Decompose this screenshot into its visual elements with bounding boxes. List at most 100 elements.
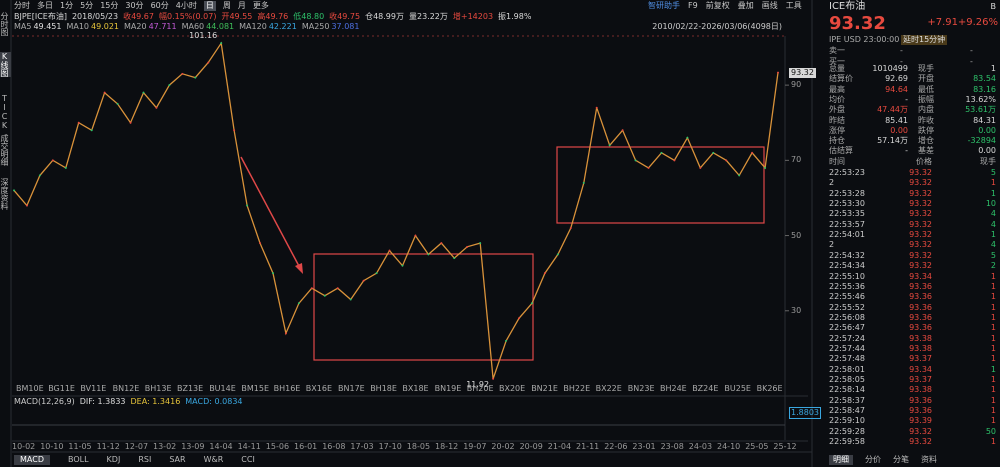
period-tab[interactable]: 15分 <box>100 1 119 10</box>
stat-value: 94.64 <box>885 84 908 94</box>
trade-qty: 1 <box>990 188 996 198</box>
date-label: 14-04 <box>209 442 233 451</box>
price-tag: 93.32 <box>789 67 816 78</box>
stat-value: 1010499 <box>872 64 908 73</box>
book-label: 卖一 <box>829 46 845 55</box>
contract-label: BN17E <box>338 384 365 393</box>
side-tab[interactable]: 深度资料 <box>0 178 9 210</box>
date-label: 22-06 <box>604 442 628 451</box>
trade-qty: 1 <box>990 271 996 281</box>
trade-qty: 4 <box>990 240 996 250</box>
indicator-tab[interactable]: SAR <box>169 455 186 464</box>
tool-button[interactable]: 叠加 <box>737 1 754 10</box>
period-tab[interactable]: 月 <box>237 1 246 10</box>
tool-button[interactable]: 前复权 <box>705 1 730 10</box>
trade-qty: 1 <box>990 292 996 302</box>
stat-value: 47.44万 <box>877 105 908 115</box>
price-point <box>543 272 546 275</box>
ma-name: MA60 <box>181 22 205 31</box>
ma-value: 49.451 <box>33 22 62 31</box>
date-label: 13-02 <box>153 442 177 451</box>
stat-value: - <box>905 146 908 156</box>
period-tab[interactable]: 30分 <box>125 1 144 10</box>
trade-time: 22:59:58 <box>829 437 865 447</box>
trade-time: 22:54:01 <box>829 230 865 240</box>
date-label: 10-02 <box>12 442 36 451</box>
price-point <box>725 159 728 162</box>
stat-label: 现手 <box>918 64 934 73</box>
indicator-tab[interactable]: MACD <box>14 455 50 465</box>
trade-time: 22:54:34 <box>829 261 865 271</box>
trade-price: 93.38 <box>909 333 932 343</box>
tool-button[interactable]: 画线 <box>761 1 778 10</box>
stat-label: 最高 <box>829 84 845 94</box>
stat-label: 估结算 <box>829 146 853 156</box>
price-point <box>479 242 482 245</box>
price-point <box>349 298 352 301</box>
trade-price: 93.32 <box>909 240 932 250</box>
price-point <box>608 144 611 147</box>
trade-time: 2 <box>829 178 835 188</box>
period-tab[interactable]: 更多 <box>252 1 269 10</box>
price-point <box>738 174 741 177</box>
info-item: 收49.67 <box>123 12 154 21</box>
indicator-tab[interactable]: RSI <box>138 455 152 464</box>
trade-qty: 2 <box>990 261 996 271</box>
tool-button[interactable]: 智研助手 <box>648 1 680 10</box>
tool-button[interactable]: 工具 <box>785 1 802 10</box>
panel-tab[interactable]: 分价 <box>865 455 881 464</box>
period-tab[interactable]: 日 <box>203 1 216 11</box>
side-tab[interactable]: TICK <box>0 94 9 130</box>
trade-qty: 4 <box>990 219 996 229</box>
panel-tab[interactable]: 资料 <box>921 455 937 464</box>
tool-button[interactable]: F9 <box>688 1 698 10</box>
period-tab[interactable]: 60分 <box>150 1 169 10</box>
ma-value: 44.081 <box>206 22 235 31</box>
trade-qty: 1 <box>990 312 996 322</box>
price-point <box>647 166 650 169</box>
trade-qty: 1 <box>990 302 996 312</box>
period-tab[interactable]: 1分 <box>60 1 74 10</box>
side-tab[interactable]: K线图 <box>0 52 11 77</box>
market: IPE USD 23:00:00 <box>829 35 900 44</box>
stat-label: 总量 <box>829 64 845 73</box>
change: +7.91 <box>927 17 958 28</box>
trade-time: 22:53:35 <box>829 209 865 219</box>
book-price: - <box>900 46 903 55</box>
trade-price: 93.38 <box>909 385 932 395</box>
stat-value: 13.62% <box>965 94 996 104</box>
period-tab[interactable]: 周 <box>222 1 231 10</box>
trade-qty: 1 <box>990 333 996 343</box>
price-point <box>621 129 624 132</box>
stat-value: 83.16 <box>973 84 996 94</box>
indicator-tab[interactable]: W&R <box>203 455 224 464</box>
price-point <box>401 264 404 267</box>
stat-value: 57.14万 <box>877 136 908 146</box>
trade-price: 93.36 <box>909 302 932 312</box>
contract-label: BZ24E <box>692 384 719 393</box>
info-item: 仓48.99万 <box>365 12 404 21</box>
trade-time: 22:59:28 <box>829 426 865 436</box>
trade-time: 22:56:08 <box>829 312 865 322</box>
y-tick-label: 70 <box>791 155 802 165</box>
trade-price: 93.36 <box>909 292 932 302</box>
panel-tab[interactable]: 分笔 <box>893 455 909 464</box>
indicator-tab[interactable]: KDJ <box>106 455 121 464</box>
trade-time: 22:53:23 <box>829 168 865 177</box>
indicator-tab[interactable]: CCI <box>241 455 255 464</box>
side-tab[interactable]: 成交明细 <box>0 134 9 166</box>
trade-time: 22:58:05 <box>829 375 865 384</box>
period-tab[interactable]: 分时 <box>14 1 30 10</box>
trade-time: 22:56:47 <box>829 323 865 333</box>
indicator-tab[interactable]: BOLL <box>67 455 89 464</box>
period-tab[interactable]: 多日 <box>37 1 53 10</box>
period-tab[interactable]: 4小时 <box>175 1 197 10</box>
panel-tab[interactable]: 明细 <box>829 455 853 465</box>
trade-qty: 1 <box>990 354 996 364</box>
period-tab[interactable]: 5分 <box>80 1 94 10</box>
side-tab[interactable]: 分时图 <box>0 12 9 36</box>
macd-tag: 1.8803 <box>789 407 821 419</box>
date-label: 11-12 <box>96 442 120 451</box>
trade-qty: 1 <box>990 343 996 353</box>
price-point <box>777 71 779 74</box>
